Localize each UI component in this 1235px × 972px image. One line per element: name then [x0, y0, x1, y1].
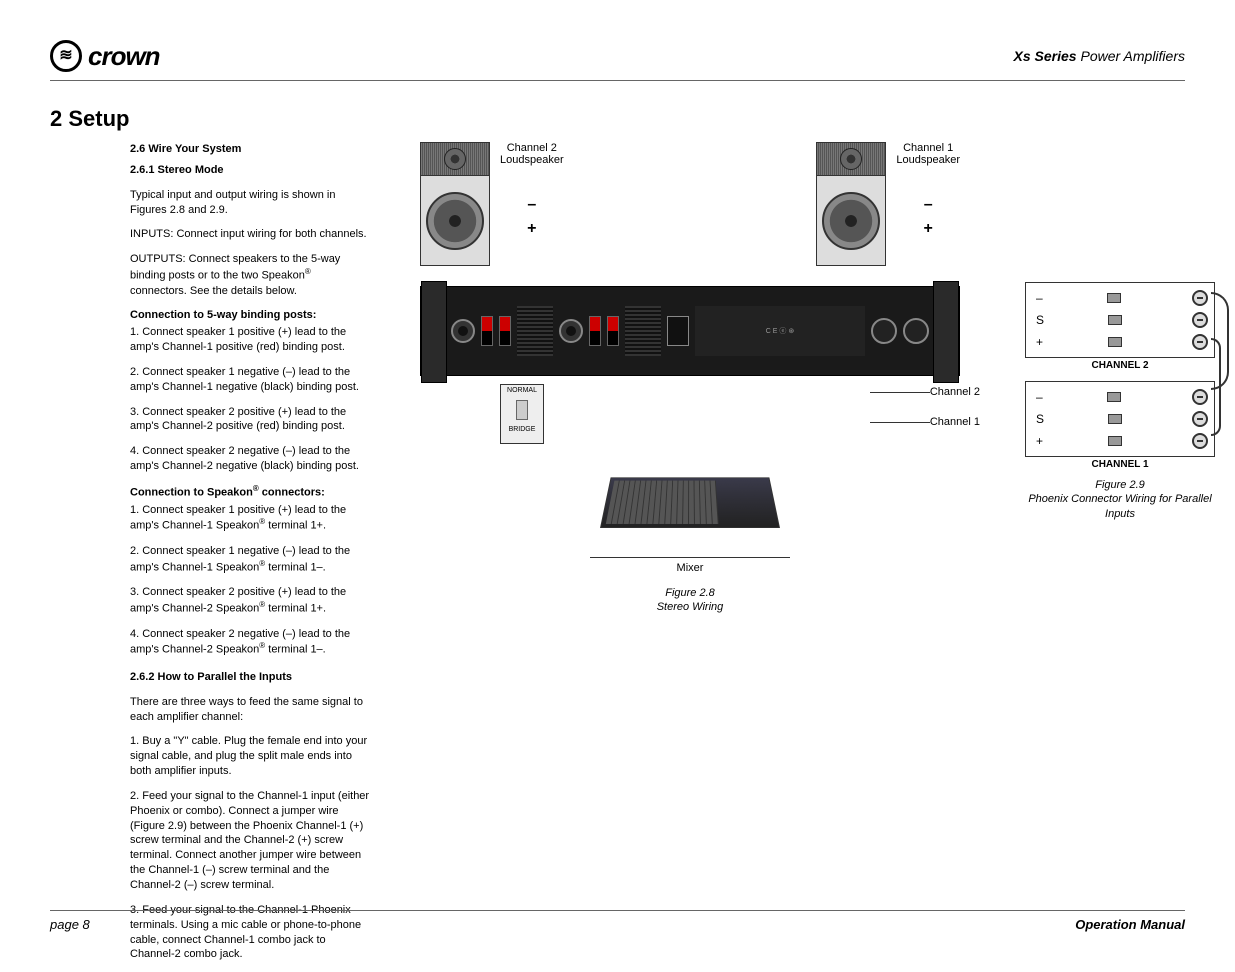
channel-1-label: CHANNEL 1: [1025, 459, 1215, 470]
manual-title: Operation Manual: [1075, 917, 1185, 932]
power-inlet-icon: [667, 316, 689, 346]
polarity-marks: – +: [500, 196, 564, 238]
terminal-icon: [1107, 392, 1121, 402]
binding-post-icon: [481, 316, 493, 346]
loudspeaker-icon: [420, 142, 490, 266]
polarity-marks: – +: [896, 196, 960, 238]
phoenix-ch2: – S + CHANNEL 2: [1025, 282, 1215, 371]
speaker-2-group: Channel 2 Loudspeaker – +: [420, 142, 564, 266]
loudspeaker-icon: [816, 142, 886, 266]
vent-icon: [625, 306, 661, 356]
brand-name: crown: [88, 41, 160, 72]
channel-callouts: Channel 2 Channel 1: [930, 386, 980, 446]
speakon-connector-icon: [451, 319, 475, 343]
step: 2. Feed your signal to the Channel-1 inp…: [130, 789, 370, 893]
screw-terminal-icon: [1192, 433, 1208, 449]
amplifier-rear-panel: C E ⓔ ⊛: [420, 286, 960, 376]
terminal-icon: [1108, 436, 1122, 446]
para: OUTPUTS: Connect speakers to the 5-way b…: [130, 252, 370, 298]
para: INPUTS: Connect input wiring for both ch…: [130, 227, 370, 242]
page-header: crown Xs Series Power Amplifiers: [50, 40, 1185, 81]
step: 1. Connect speaker 1 positive (+) lead t…: [130, 503, 370, 534]
terminal-icon: [1108, 315, 1122, 325]
figure-2-8: Channel 2 Loudspeaker – + Channel 1: [420, 142, 960, 615]
step: 3. Connect speaker 2 positive (+) lead t…: [130, 585, 370, 616]
heading-speakon: Connection to Speakon® connectors:: [130, 484, 370, 501]
speaker-2-label: Channel 2 Loudspeaker – +: [500, 142, 564, 238]
binding-post-icon: [589, 316, 601, 346]
heading-2-6-1: 2.6.1 Stereo Mode: [130, 163, 370, 178]
screw-terminal-icon: [1192, 312, 1208, 328]
speaker-1-label: Channel 1 Loudspeaker – +: [896, 142, 960, 238]
document-title: Xs Series Power Amplifiers: [1014, 48, 1185, 64]
page-footer: page 8 Operation Manual: [50, 910, 1185, 932]
phoenix-ch1: – S + CHANNEL 1: [1025, 381, 1215, 470]
mode-switch-detail: NORMAL BRIDGE: [500, 384, 544, 444]
para: Typical input and output wiring is shown…: [130, 188, 370, 218]
terminal-icon: [1108, 414, 1122, 424]
figure-2-8-caption: Figure 2.8 Stereo Wiring: [420, 586, 960, 615]
vent-icon: [517, 306, 553, 356]
combo-jack-icon: [903, 318, 929, 344]
terminal-icon: [1108, 337, 1122, 347]
screw-terminal-icon: [1192, 389, 1208, 405]
step: 4. Connect speaker 2 negative (–) lead t…: [130, 444, 370, 474]
mixer-icon: [590, 458, 790, 558]
amp-block: C E ⓔ ⊛ Channel 2 Channel 1: [420, 286, 960, 376]
figures-area: Channel 2 Loudspeaker – + Channel 1: [400, 142, 1185, 972]
figure-2-9-caption: Figure 2.9 Phoenix Connector Wiring for …: [1025, 478, 1215, 521]
page: crown Xs Series Power Amplifiers 2 Setup…: [0, 0, 1235, 954]
step: 4. Connect speaker 2 negative (–) lead t…: [130, 627, 370, 658]
brand-logo: crown: [50, 40, 160, 72]
compliance-label: C E ⓔ ⊛: [695, 306, 865, 356]
screw-terminal-icon: [1192, 411, 1208, 427]
dip-switch-icon: [516, 400, 528, 420]
screw-terminal-icon: [1192, 334, 1208, 350]
section-heading: 2 Setup: [50, 106, 1185, 132]
page-number: page 8: [50, 917, 90, 932]
speakon-connector-icon: [559, 319, 583, 343]
para: There are three ways to feed the same si…: [130, 695, 370, 725]
speaker-1-group: Channel 1 Loudspeaker – +: [816, 142, 960, 266]
heading-binding: Connection to 5-way binding posts:: [130, 308, 370, 323]
text-column: 2.6 Wire Your System 2.6.1 Stereo Mode T…: [50, 142, 370, 972]
crown-logo-icon: [50, 40, 82, 72]
combo-jack-icon: [871, 318, 897, 344]
channel-1-label: Channel 1: [930, 416, 980, 428]
figure-2-9: – S + CHANNEL 2 – S + CHANNEL 1: [1025, 282, 1215, 521]
binding-post-icon: [499, 316, 511, 346]
step: 3. Connect speaker 2 positive (+) lead t…: [130, 405, 370, 435]
step: 2. Connect speaker 1 negative (–) lead t…: [130, 365, 370, 395]
step: 1. Connect speaker 1 positive (+) lead t…: [130, 325, 370, 355]
heading-2-6: 2.6 Wire Your System: [130, 142, 370, 157]
heading-2-6-2: 2.6.2 How to Parallel the Inputs: [130, 670, 370, 685]
speakers-row: Channel 2 Loudspeaker – + Channel 1: [420, 142, 960, 266]
terminal-icon: [1107, 293, 1121, 303]
step: 1. Buy a "Y" cable. Plug the female end …: [130, 734, 370, 779]
binding-post-icon: [607, 316, 619, 346]
screw-terminal-icon: [1192, 290, 1208, 306]
content-area: 2.6 Wire Your System 2.6.1 Stereo Mode T…: [50, 142, 1185, 972]
jumper-wire-plus: [1211, 338, 1221, 436]
step: 2. Connect speaker 1 negative (–) lead t…: [130, 544, 370, 575]
channel-2-label: Channel 2: [930, 386, 980, 398]
channel-2-label: CHANNEL 2: [1025, 360, 1215, 371]
mixer-label: Mixer: [420, 562, 960, 574]
